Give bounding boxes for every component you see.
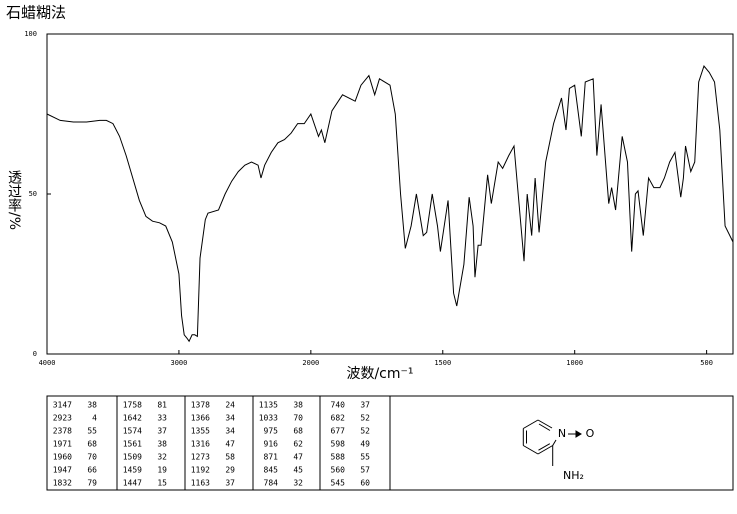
x-tick-label: 3000 [170,359,187,367]
peak-wavenumber: 975 [264,427,279,436]
peak-transmittance: 38 [87,401,97,410]
peak-wavenumber: 677 [331,427,346,436]
peak-wavenumber: 1947 [53,466,72,475]
x-tick-label: 4000 [39,359,56,367]
peak-wavenumber: 1355 [191,427,210,436]
peak-transmittance: 70 [293,414,303,423]
peak-wavenumber: 1033 [259,414,278,423]
peak-wavenumber: 2378 [53,427,72,436]
spectrum-line [46,64,734,343]
peak-wavenumber: 845 [264,466,279,475]
x-tick-label: 2000 [302,359,319,367]
x-tick-label: 500 [700,359,713,367]
peak-wavenumber: 1960 [53,453,72,462]
y-tick-label: 0 [33,350,37,358]
peak-transmittance: 66 [87,466,97,475]
peak-wavenumber: 545 [331,479,346,488]
peak-transmittance: 68 [293,427,303,436]
peak-transmittance: 37 [360,401,370,410]
peak-transmittance: 70 [87,453,97,462]
peak-wavenumber: 1273 [191,453,210,462]
peak-transmittance: 47 [225,440,235,449]
atom-label: O [586,427,595,440]
structure-bonds [522,419,582,466]
peak-wavenumber: 1163 [191,479,210,488]
peak-transmittance: 34 [225,427,235,436]
peak-transmittance: 24 [225,401,235,410]
peak-transmittance: 52 [360,414,370,423]
peak-wavenumber: 588 [331,453,346,462]
peak-transmittance: 47 [293,453,303,462]
peak-transmittance: 29 [225,466,235,475]
x-tick-label: 1000 [566,359,583,367]
chart-title: 石蜡糊法 [6,4,66,22]
peak-wavenumber: 1758 [123,401,142,410]
peak-transmittance: 37 [157,427,167,436]
peak-transmittance: 15 [157,479,167,488]
peak-transmittance: 60 [360,479,370,488]
peak-transmittance: 33 [157,414,167,423]
peak-wavenumber: 1509 [123,453,142,462]
peak-transmittance: 19 [157,466,167,475]
peak-transmittance: 4 [92,414,97,423]
plot-frame [46,33,734,355]
peak-wavenumber: 1971 [53,440,72,449]
y-tick-label: 100 [24,30,37,38]
y-axis-label: 透过率/% [6,170,22,230]
atom-label: NH₂ [563,469,584,482]
peak-transmittance: 55 [360,453,370,462]
x-axis-label: 波数/cm⁻¹ [346,366,413,382]
peak-wavenumber: 916 [264,440,279,449]
peak-transmittance: 49 [360,440,370,449]
peak-wavenumber: 1642 [123,414,142,423]
x-tick-label: 1500 [434,359,451,367]
peak-transmittance: 68 [87,440,97,449]
peak-wavenumber: 2923 [53,414,72,423]
peak-wavenumber: 1561 [123,440,142,449]
peak-transmittance: 34 [225,414,235,423]
peak-wavenumber: 560 [331,466,346,475]
atom-label: N [558,427,566,440]
peak-wavenumber: 1366 [191,414,210,423]
peak-transmittance: 38 [157,440,167,449]
peak-transmittance: 81 [157,401,167,410]
y-tick-label: 50 [29,190,37,198]
peak-wavenumber: 1192 [191,466,210,475]
peak-transmittance: 62 [293,440,303,449]
peak-wavenumber: 1135 [259,401,278,410]
table-dividers [116,396,391,490]
peak-transmittance: 32 [157,453,167,462]
peak-wavenumber: 740 [331,401,346,410]
peak-wavenumber: 1316 [191,440,210,449]
peak-wavenumber: 1378 [191,401,210,410]
peak-wavenumber: 1447 [123,479,142,488]
peak-transmittance: 58 [225,453,235,462]
peak-transmittance: 79 [87,479,97,488]
peak-transmittance: 52 [360,427,370,436]
peak-wavenumber: 682 [331,414,346,423]
peak-wavenumber: 1574 [123,427,142,436]
peak-transmittance: 57 [360,466,370,475]
peak-transmittance: 55 [87,427,97,436]
peak-transmittance: 32 [293,479,303,488]
peak-wavenumber: 598 [331,440,346,449]
peak-wavenumber: 784 [264,479,279,488]
peak-transmittance: 37 [225,479,235,488]
peak-wavenumber: 871 [264,453,279,462]
peak-wavenumber: 1459 [123,466,142,475]
peak-transmittance: 38 [293,401,303,410]
peak-wavenumber: 1832 [53,479,72,488]
peak-wavenumber: 3147 [53,401,72,410]
peak-transmittance: 45 [293,466,303,475]
